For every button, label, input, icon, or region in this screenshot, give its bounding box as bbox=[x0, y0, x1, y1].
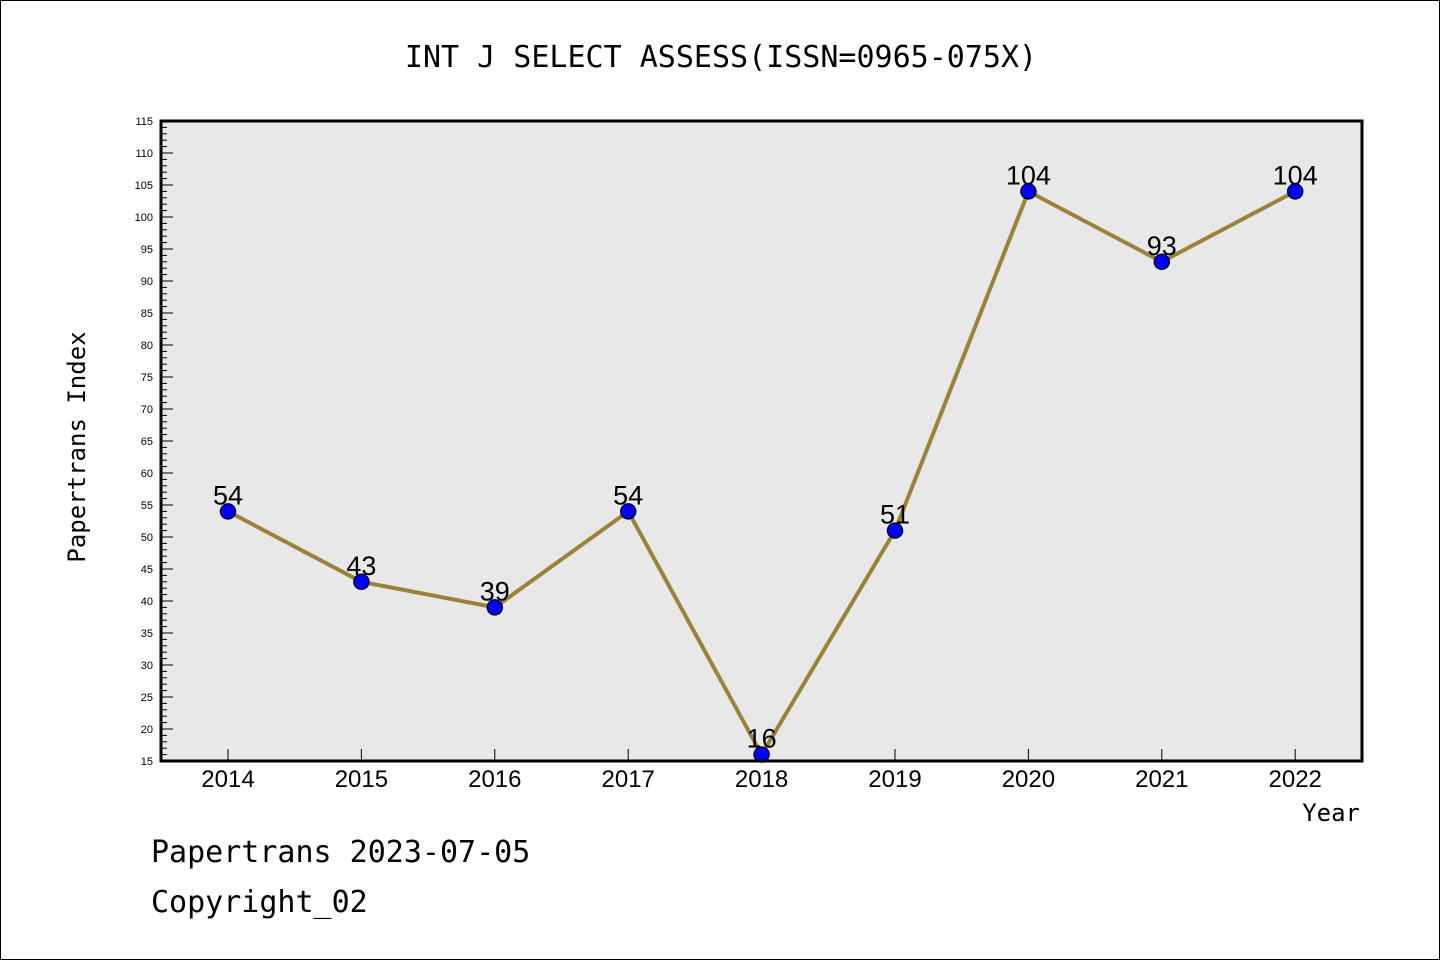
y-tick-label: 30 bbox=[141, 660, 153, 672]
y-tick-label: 15 bbox=[141, 756, 153, 768]
x-tick-label: 2017 bbox=[602, 766, 655, 793]
y-tick-label: 20 bbox=[141, 724, 153, 736]
y-tick-label: 105 bbox=[135, 180, 153, 192]
x-tick-label: 2016 bbox=[468, 766, 521, 793]
data-point bbox=[1286, 183, 1304, 200]
x-tick-label: 2020 bbox=[1002, 766, 1055, 793]
y-axis-title: Papertrans Index bbox=[63, 331, 91, 562]
x-tick-label: 2014 bbox=[201, 766, 254, 793]
y-tick-label: 80 bbox=[141, 340, 153, 352]
data-point bbox=[619, 503, 637, 520]
x-axis-title: Year bbox=[1302, 799, 1360, 827]
footer-copyright: Copyright_02 bbox=[151, 885, 368, 920]
y-tick-label: 115 bbox=[135, 116, 153, 128]
y-tick-label: 110 bbox=[135, 148, 153, 160]
data-point bbox=[1153, 253, 1171, 271]
data-point bbox=[353, 573, 370, 591]
plot-border bbox=[159, 119, 1364, 763]
y-tick-label: 25 bbox=[141, 692, 153, 704]
y-tick-label: 55 bbox=[141, 500, 153, 512]
x-tick-label: 2019 bbox=[868, 766, 921, 793]
x-tick-label: 2022 bbox=[1269, 766, 1322, 793]
y-tick-label: 60 bbox=[141, 468, 153, 480]
y-tick-label: 50 bbox=[141, 532, 153, 544]
footer-source-date: Papertrans 2023-07-05 bbox=[151, 835, 531, 870]
y-tick-label: 85 bbox=[141, 308, 153, 320]
y-tick-label: 95 bbox=[141, 244, 153, 256]
y-tick-label: 35 bbox=[141, 628, 153, 640]
x-tick-label: 2015 bbox=[335, 766, 388, 793]
x-axis: 2014 2015 2016 2017 2018 2019 2020 2021 2022 bbox=[201, 749, 1322, 793]
data-point bbox=[886, 522, 904, 539]
y-tick-label: 40 bbox=[141, 596, 153, 608]
data-point bbox=[1020, 183, 1037, 200]
chart-title: INT J SELECT ASSESS(ISSN=0965-075X) bbox=[405, 40, 1037, 75]
y-tick-label: 65 bbox=[141, 436, 153, 448]
x-tick-label: 2021 bbox=[1135, 766, 1188, 793]
y-tick-label: 75 bbox=[141, 372, 153, 384]
y-tick-label: 70 bbox=[141, 404, 153, 416]
y-tick-label: 100 bbox=[135, 212, 153, 224]
plot-area bbox=[161, 121, 1362, 761]
y-tick-label: 45 bbox=[141, 564, 153, 576]
data-point bbox=[219, 503, 237, 520]
y-tick-label: 90 bbox=[141, 276, 153, 288]
data-point bbox=[486, 599, 504, 616]
x-tick-label: 2018 bbox=[735, 766, 788, 793]
